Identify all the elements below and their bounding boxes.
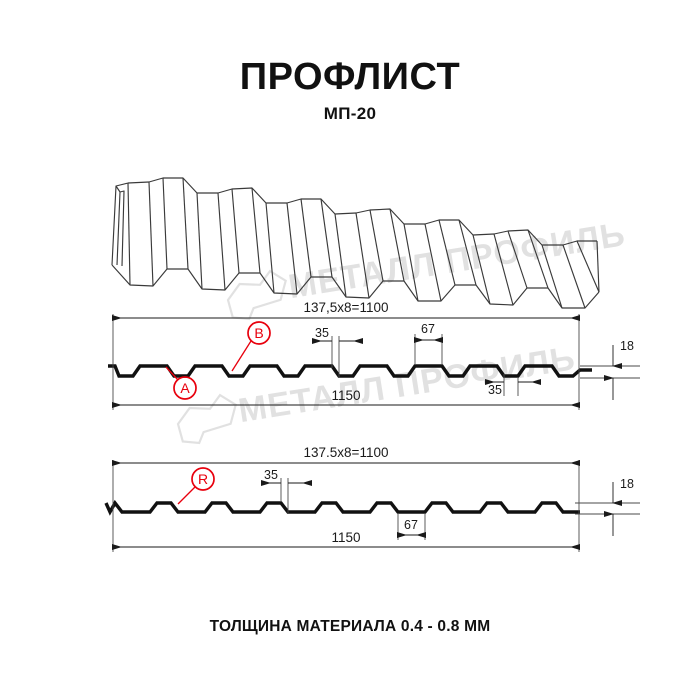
iso-web-7a (541, 244, 563, 309)
callout-r-label: R (198, 471, 208, 487)
iso-web-4a (334, 213, 347, 298)
callout-r-circle (191, 467, 215, 491)
section-b-group: 137.5x8=1100 1150 35 67 18 R (104, 445, 640, 552)
section-b-bottom-dim-label: 1150 (331, 530, 360, 545)
iso-web-4d (389, 208, 405, 282)
section-b-profile (104, 499, 580, 516)
iso-web-3b (286, 202, 298, 295)
material-thickness-note: ТОЛЩИНА МАТЕРИАЛА 0.4 - 0.8 ММ (209, 618, 491, 635)
section-b-67-label: 67 (404, 518, 418, 532)
model-subtitle: МП-20 (323, 104, 377, 123)
watermark-logo-icon (176, 393, 237, 445)
iso-web-6d (527, 229, 549, 289)
callout-b-circle (247, 321, 271, 345)
iso-web-4b (355, 212, 370, 299)
iso-web-2c (231, 188, 240, 274)
iso-web-6b (493, 233, 514, 306)
iso-web-5a (403, 223, 419, 302)
callout-r-leader (177, 486, 196, 505)
section-b-top-dim-label: 137.5x8=1100 (304, 445, 389, 460)
callout-b-label: B (254, 325, 263, 341)
iso-web-6c (507, 230, 528, 289)
iso-web-2a (196, 192, 203, 290)
iso-web-7b (562, 244, 586, 309)
section-b-35-label: 35 (264, 468, 278, 482)
iso-web-7c (576, 240, 600, 293)
section-a-67-label: 67 (421, 322, 435, 336)
callout-a-label: A (180, 380, 190, 396)
section-a-35b-label: 35 (488, 383, 502, 397)
iso-web-5c (438, 219, 456, 286)
iso-web-4c (369, 209, 384, 282)
section-a-bottom-dim-label: 1150 (331, 388, 360, 403)
iso-web-3c (300, 198, 312, 278)
callout-a-leader (165, 366, 179, 381)
iso-bottom-edge (111, 264, 600, 309)
section-a-top-dim-label: 137,5x8=1100 (304, 300, 389, 315)
iso-web-2b (217, 192, 226, 291)
iso-left-fold-b (119, 190, 125, 267)
iso-web-5b (424, 223, 442, 302)
section-a-profile (108, 364, 592, 378)
page-title: ПРОФЛИСТ (239, 56, 461, 98)
callout-a-circle (173, 376, 197, 400)
section-a-height-label: 18 (620, 339, 634, 353)
iso-web-1d (182, 177, 189, 270)
iso-web-2d (251, 187, 261, 274)
iso-web-1c (162, 177, 168, 270)
iso-web-1a (127, 182, 131, 286)
iso-top-ridge (127, 177, 597, 246)
section-a-35-label: 35 (315, 326, 329, 340)
iso-web-5d (458, 219, 477, 286)
iso-right-cap (596, 240, 600, 293)
iso-web-1b (148, 181, 154, 287)
iso-web-3d (320, 198, 333, 278)
iso-web-6a (472, 234, 491, 305)
section-b-height-label: 18 (620, 477, 634, 491)
section-a-group: 137,5x8=1100 1150 35 67 35 (108, 300, 640, 410)
callout-b-leader (231, 340, 252, 372)
iso-web-3a (265, 202, 275, 294)
